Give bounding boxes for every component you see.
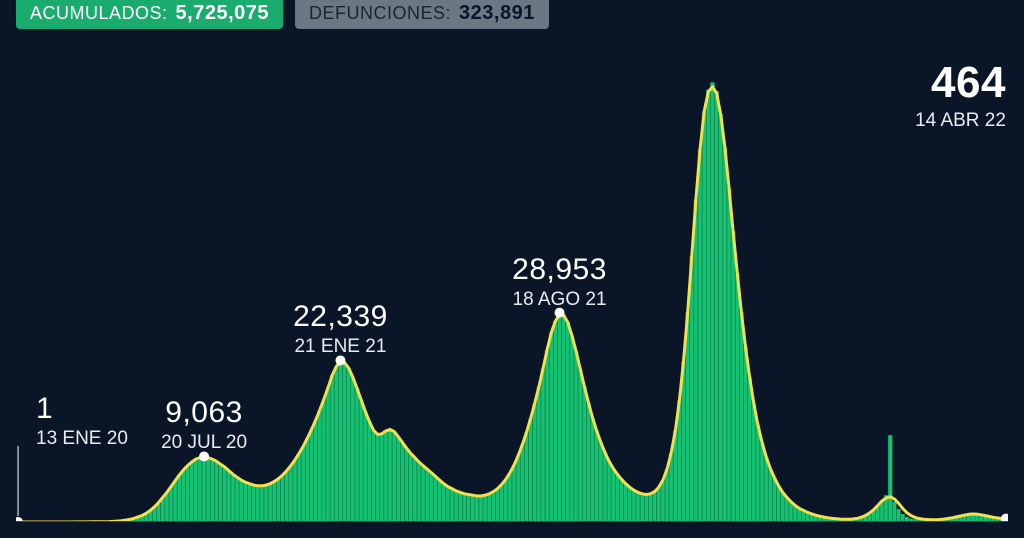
peak-date: 21 ENE 21	[293, 336, 388, 358]
peak-annotation: 46414 ABR 22	[915, 58, 1006, 132]
peak-annotation: 28,95318 AGO 21	[512, 253, 607, 311]
peak-date: 20 JUL 20	[161, 432, 247, 454]
defunciones-label: DEFUNCIONES:	[309, 3, 451, 24]
chart-container: 113 ENE 209,06320 JUL 2022,33921 ENE 212…	[16, 52, 1008, 522]
peak-annotation: 9,06320 JUL 20	[161, 396, 247, 454]
badge-acumulados: ACUMULADOS: 5,725,075	[16, 0, 283, 29]
peak-value: 464	[915, 58, 1006, 108]
peak-value: 1	[36, 392, 128, 426]
badge-defunciones: DEFUNCIONES: 323,891	[295, 0, 549, 29]
chart-baseline	[16, 521, 1008, 522]
peak-value: 22,339	[293, 300, 388, 334]
peak-annotation: 113 ENE 20	[36, 392, 128, 450]
peak-value: 28,953	[512, 253, 607, 287]
peak-date: 14 ABR 22	[915, 110, 1006, 132]
peak-date: 18 AGO 21	[512, 289, 607, 311]
defunciones-value: 323,891	[459, 2, 535, 25]
acumulados-label: ACUMULADOS:	[30, 3, 168, 24]
acumulados-value: 5,725,075	[176, 2, 269, 25]
peak-annotation: 22,33921 ENE 21	[293, 300, 388, 358]
header-badges: ACUMULADOS: 5,725,075 DEFUNCIONES: 323,8…	[0, 0, 1024, 29]
peak-value: 9,063	[161, 396, 247, 430]
peak-date: 13 ENE 20	[36, 428, 128, 450]
